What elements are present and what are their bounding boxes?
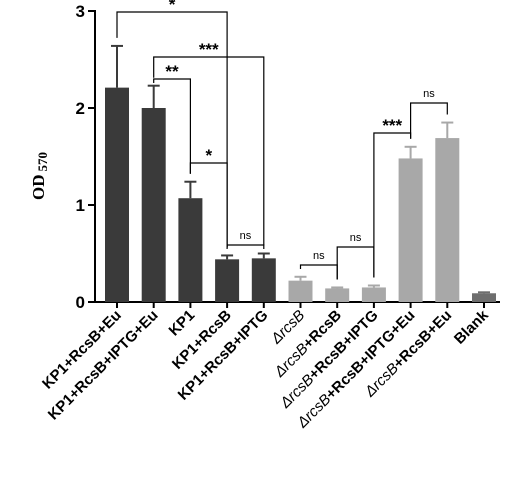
significance-bracket: [153, 56, 265, 246]
bar: [251, 258, 276, 302]
bar: [215, 259, 240, 302]
bar: [288, 280, 313, 302]
significance-label: ***: [199, 40, 219, 59]
significance-bracket: [116, 11, 228, 248]
significance-label: *: [169, 0, 176, 14]
y-tick-label: 3: [76, 2, 85, 21]
category-label-text: Blank: [451, 306, 492, 347]
y-axis-label: OD570: [29, 152, 50, 200]
category-label: KP1: [166, 307, 199, 340]
category-label: Blank: [451, 306, 492, 347]
bar: [105, 87, 129, 302]
y-tick-label: 1: [76, 196, 85, 215]
significance-bracket: [153, 78, 191, 174]
significance-label: ns: [350, 232, 362, 244]
bar: [398, 158, 423, 302]
significance-bracket: [226, 244, 265, 249]
category-label-text: KP1: [166, 307, 199, 340]
bars: [105, 44, 496, 302]
bar: [472, 293, 496, 302]
bar: [435, 138, 460, 302]
y-tick-label: 2: [76, 99, 85, 118]
significance-label: *: [205, 146, 212, 165]
significance-bracket: [189, 162, 228, 248]
significance-label: ns: [423, 88, 435, 100]
y-tick-label: 0: [76, 293, 85, 312]
bar: [361, 287, 386, 302]
significance-label: ***: [382, 116, 402, 135]
significance-bracket: [336, 246, 375, 280]
significance-label: ns: [313, 250, 325, 262]
bar: [141, 108, 166, 302]
significance-bracket: [410, 102, 448, 139]
bar: [178, 198, 203, 302]
significance-label: **: [165, 62, 179, 81]
significance-label: ns: [240, 230, 252, 242]
bar: [325, 288, 350, 302]
